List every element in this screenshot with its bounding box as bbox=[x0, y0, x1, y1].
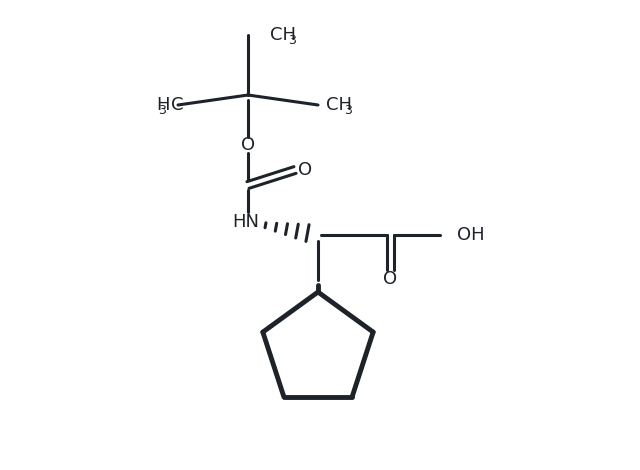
Text: CH: CH bbox=[326, 96, 352, 114]
Text: 3: 3 bbox=[344, 103, 352, 117]
Text: C: C bbox=[171, 96, 184, 114]
Text: O: O bbox=[383, 270, 397, 288]
Text: CH: CH bbox=[270, 26, 296, 44]
Text: 3: 3 bbox=[158, 103, 166, 117]
Text: O: O bbox=[241, 136, 255, 154]
Text: 3: 3 bbox=[288, 33, 296, 47]
Text: H: H bbox=[157, 96, 170, 114]
Text: HN: HN bbox=[232, 213, 259, 231]
Text: O: O bbox=[298, 161, 312, 179]
Text: OH: OH bbox=[457, 226, 484, 244]
